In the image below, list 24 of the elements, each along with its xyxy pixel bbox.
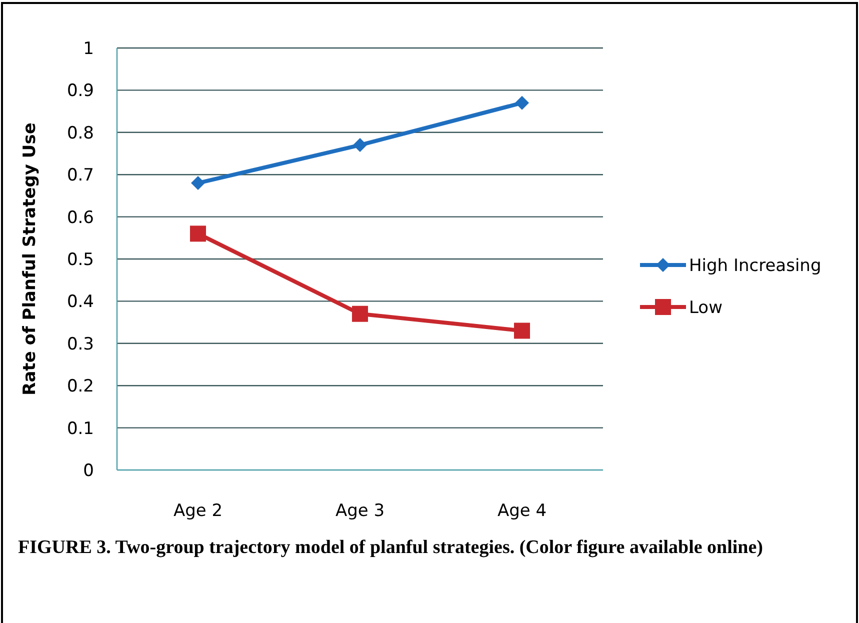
- x-tick-label: Age 4: [497, 501, 547, 521]
- point: [190, 226, 206, 242]
- point: [352, 306, 368, 322]
- y-tick-label: 0.9: [66, 81, 94, 102]
- legend-label: Low: [689, 298, 723, 318]
- y-tick-label: 0: [83, 460, 94, 481]
- x-tick-label: Age 3: [335, 501, 385, 521]
- y-tick-label: 1: [83, 38, 94, 59]
- y-tick-label: 0.8: [66, 123, 94, 144]
- y-tick-label: 0.1: [66, 418, 94, 439]
- y-tick-label: 0.3: [66, 334, 94, 354]
- point: [191, 176, 205, 190]
- caption: FIGURE 3. Two-group trajectory model of planful strategies. (Color figure available online): [18, 536, 764, 560]
- point: [514, 322, 530, 339]
- legend-label: High Increasing: [689, 256, 822, 276]
- y-tick-label: 0.6: [66, 208, 94, 228]
- x-tick-label: Age 2: [173, 501, 223, 521]
- y-tick-label: 0.5: [66, 250, 94, 270]
- point: [353, 138, 367, 152]
- y-tick-label: 0.4: [66, 292, 94, 312]
- y-tick-label: 0.2: [66, 376, 94, 397]
- y-tick-label: 0.7: [66, 166, 94, 186]
- y-axis-title: Rate of Planful Strategy Use: [20, 122, 40, 396]
- point: [515, 96, 529, 110]
